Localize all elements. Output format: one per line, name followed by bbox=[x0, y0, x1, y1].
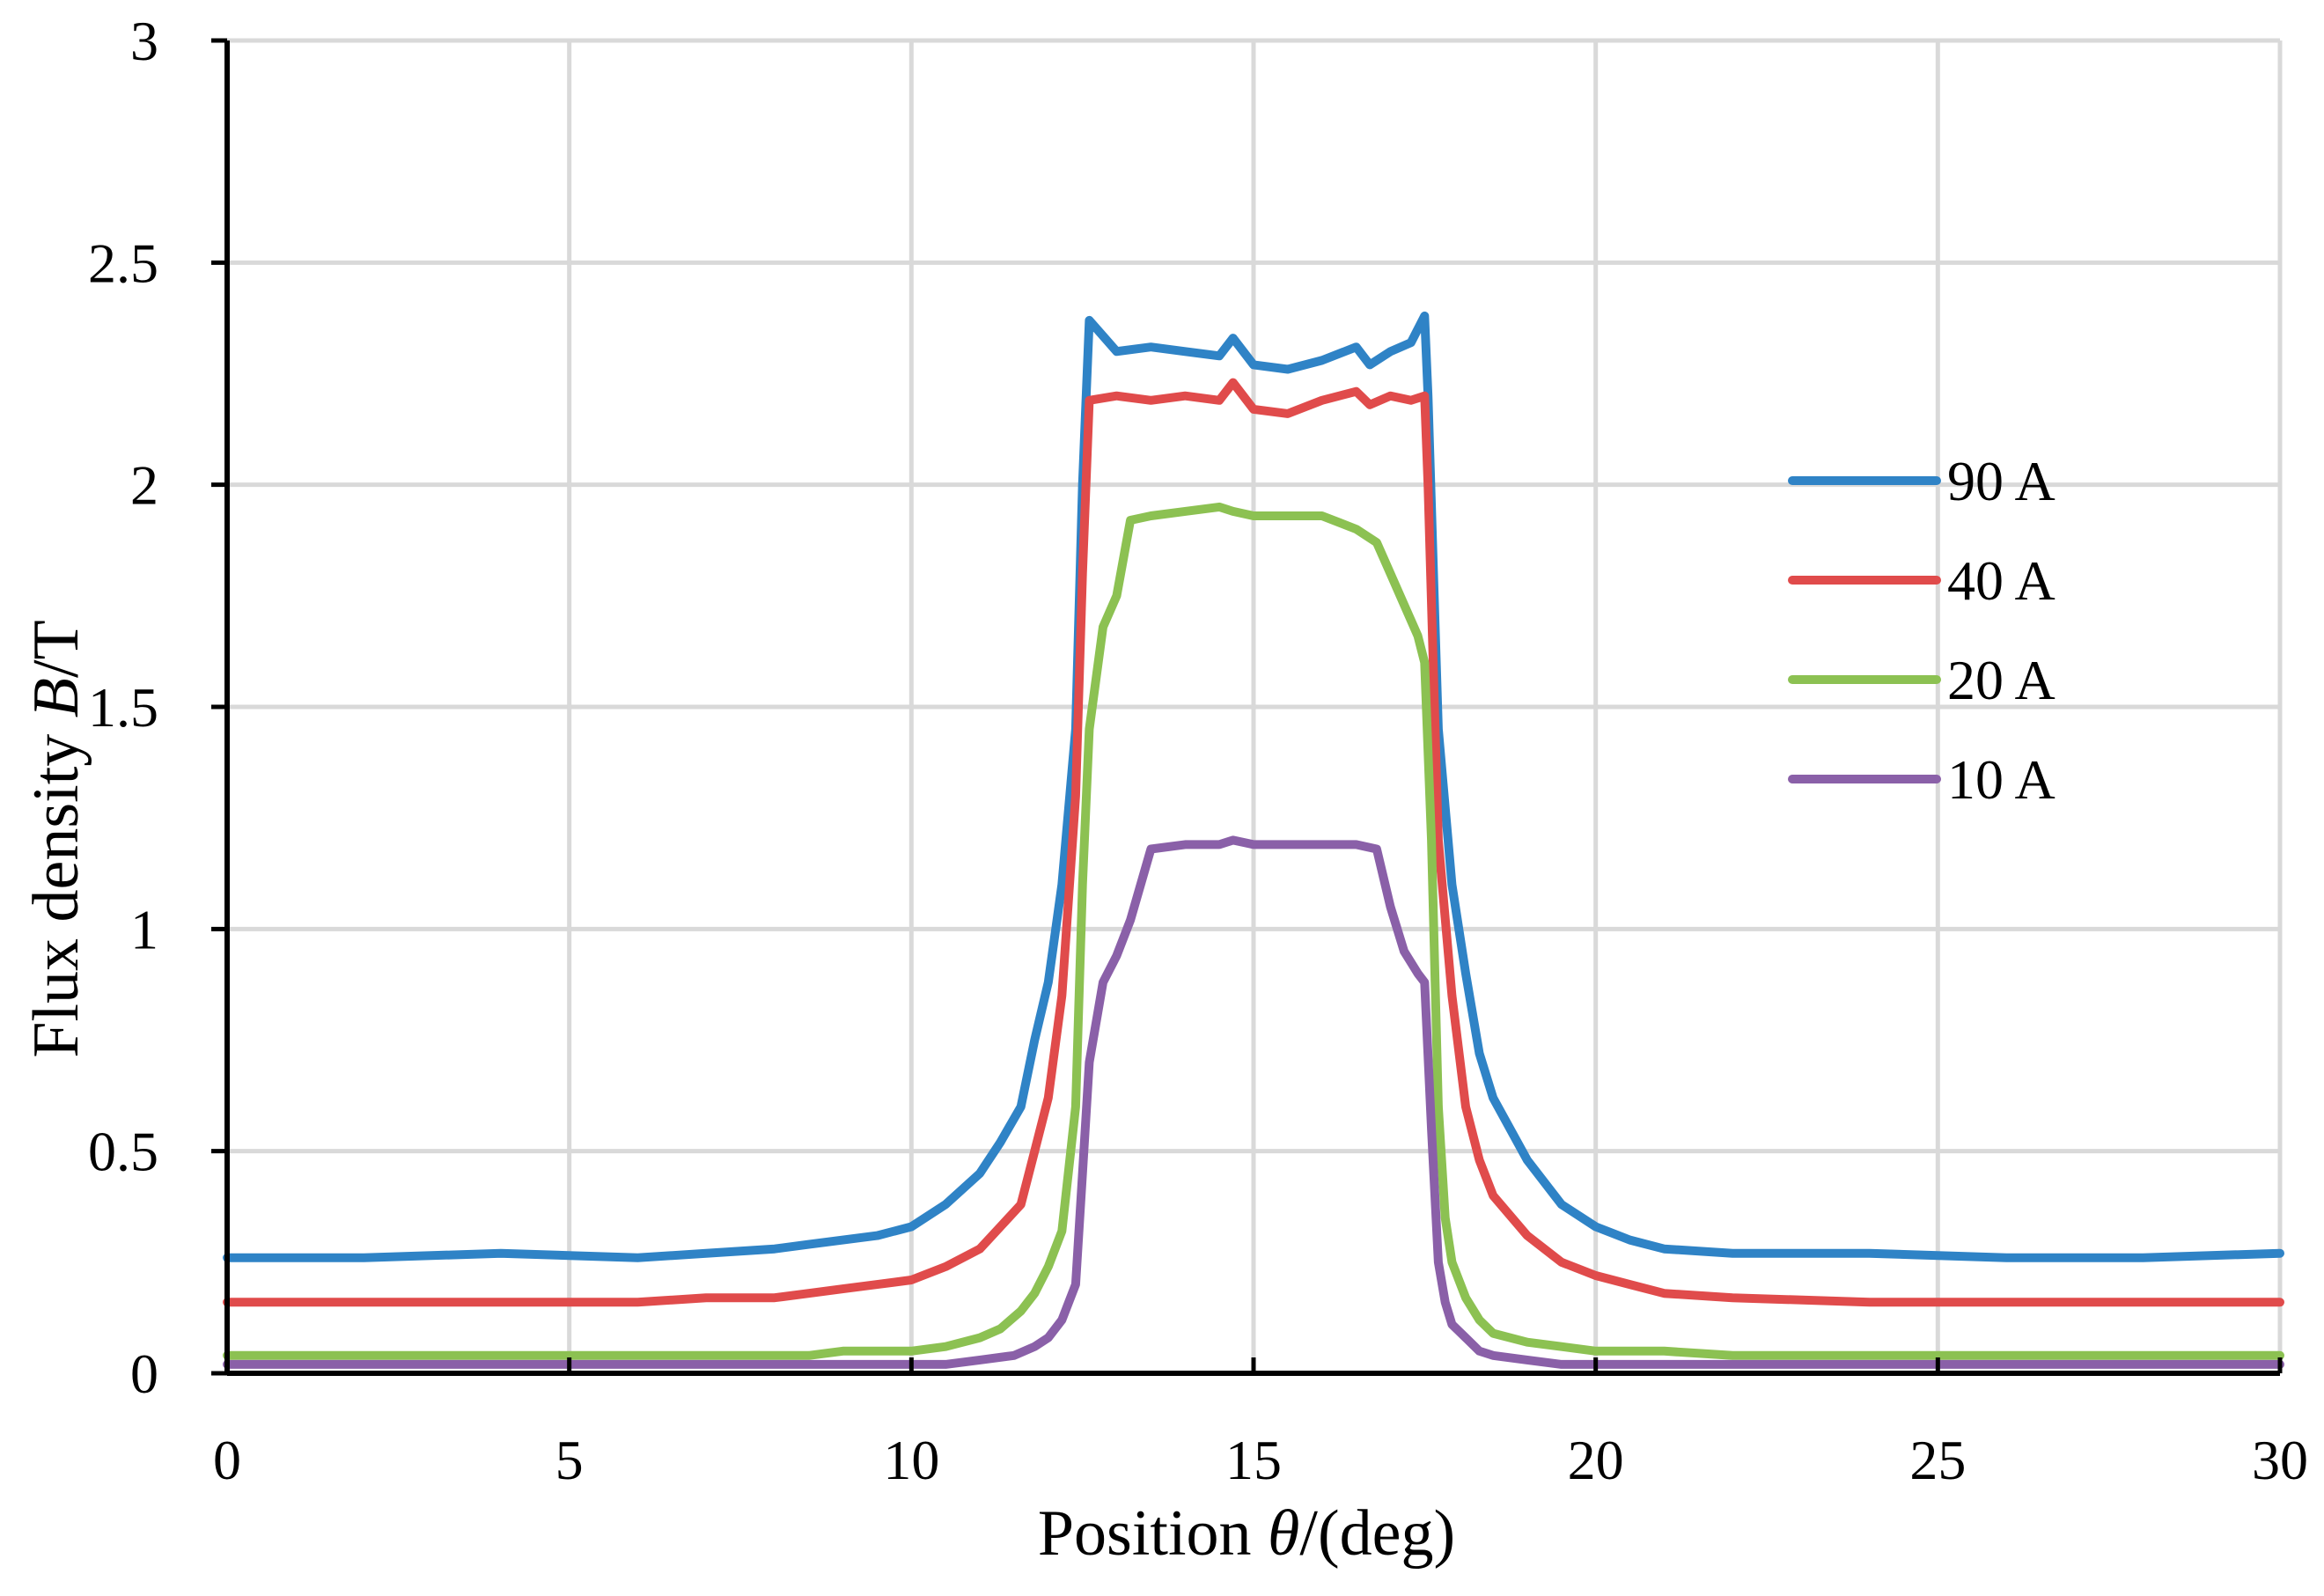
ticks-layer: 00.511.522.530 5 10 15 20 25 30 bbox=[88, 10, 2308, 1491]
x-tick-label-4: 20 bbox=[1568, 1429, 1624, 1491]
y-tick-label-1: 0.5 bbox=[88, 1121, 158, 1183]
legend-label-90-a: 90 A bbox=[1947, 450, 2056, 512]
y-tick-label-4: 2 bbox=[130, 454, 158, 517]
legend-layer: 90 A 40 A 20 A 10 A bbox=[1788, 450, 2056, 811]
series-line-20-a bbox=[223, 502, 2284, 1360]
series-line-40-a bbox=[223, 378, 2284, 1307]
y-tick-label-2: 1 bbox=[130, 898, 158, 960]
y-tick-label-5: 2.5 bbox=[88, 232, 158, 294]
legend-label-10-a: 10 A bbox=[1947, 748, 2056, 811]
legend-label-20-a: 20 A bbox=[1947, 649, 2056, 711]
y-tick-label-3: 1.5 bbox=[88, 676, 158, 739]
x-tick-label-1: 5 bbox=[555, 1429, 584, 1491]
grid-layer bbox=[227, 38, 2283, 1373]
y-axis-title-text-2: /T bbox=[20, 620, 92, 678]
series-layer bbox=[223, 311, 2284, 1369]
x-tick-label-5: 25 bbox=[1909, 1429, 1966, 1491]
x-tick-label-2: 10 bbox=[883, 1429, 939, 1491]
x-axis-title-text-1: Position bbox=[1038, 1497, 1268, 1570]
legend-label-40-a: 40 A bbox=[1947, 549, 2056, 612]
x-tick-label-6: 30 bbox=[2252, 1429, 2308, 1491]
y-axis-title: Flux density B/T bbox=[20, 620, 92, 1057]
x-axis-title: Position θ/(deg) bbox=[1038, 1497, 1455, 1570]
y-tick-label-0: 0 bbox=[130, 1342, 158, 1405]
x-axis-title-text-2: /(deg) bbox=[1299, 1497, 1455, 1570]
series-line-90-a bbox=[223, 311, 2284, 1262]
y-tick-label-6: 3 bbox=[130, 10, 158, 72]
series-line-10-a bbox=[223, 835, 2284, 1369]
x-tick-label-3: 15 bbox=[1225, 1429, 1282, 1491]
x-axis-title-symbol: θ bbox=[1268, 1497, 1299, 1570]
y-axis-title-text-1: Flux density bbox=[20, 717, 92, 1057]
x-tick-label-0: 0 bbox=[213, 1429, 241, 1491]
y-axis-title-symbol: B bbox=[20, 678, 92, 717]
